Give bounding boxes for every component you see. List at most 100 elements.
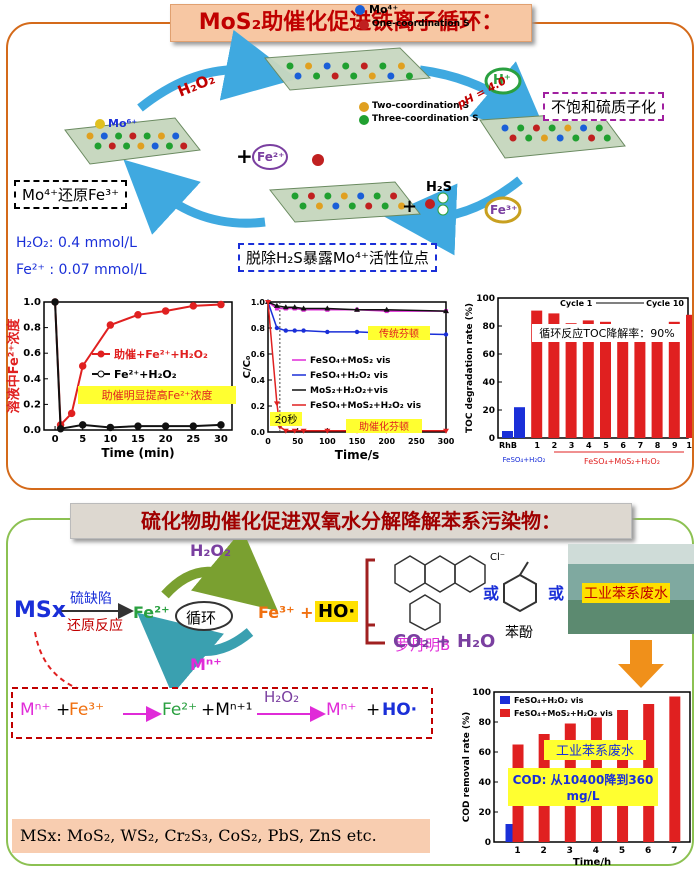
blue-bar-label: FeSO₄+H₂O₂ — [503, 456, 546, 464]
data-point — [283, 328, 288, 333]
bar — [505, 824, 517, 842]
data-point — [134, 311, 142, 319]
data-point — [217, 421, 225, 429]
to-co2-arrow — [365, 625, 385, 645]
chart4-note2-bg — [508, 768, 658, 806]
data-point — [325, 329, 330, 335]
legend-label: FeSO₄+MoS₂+H₂O₂ vis — [514, 709, 613, 718]
chart2-note-bottom-bg — [346, 419, 422, 433]
cycle-arrow-mn — [137, 612, 254, 695]
atom-dot — [580, 124, 588, 132]
y-tick-label: 80 — [478, 718, 491, 728]
chart1-note: 助催明显提高Fe²⁺浓度 — [102, 388, 213, 402]
y-tick-label: 40 — [482, 378, 495, 388]
atom-dot — [390, 192, 398, 200]
atom-dot — [307, 192, 315, 200]
mos2-sheet-left — [64, 117, 201, 165]
box-unsaturated-s: 不饱和硫质子化 — [543, 92, 665, 121]
atom-dot — [299, 202, 307, 210]
series-line — [54, 301, 221, 428]
data-point — [291, 304, 298, 310]
atom-dot — [324, 192, 332, 200]
series-line — [267, 301, 446, 432]
rhb-label: 罗丹明B — [395, 636, 451, 654]
chart4-note1-bg — [544, 740, 646, 760]
atom-dot — [368, 72, 376, 80]
fe3-cycle-label: Fe³⁺ + — [258, 603, 314, 622]
or-label-1: 或 — [483, 584, 500, 603]
legend-two-s-dot — [359, 102, 369, 112]
x-axis-label: Time (min) — [101, 446, 174, 460]
atom-dot — [291, 192, 299, 200]
chart-cod-removal: 0 20 40 60 80 100 COD removal rate (%) 1 2 3 4 5 6 7 T… — [462, 688, 691, 868]
atom-dot — [313, 72, 321, 80]
x-tick-label: 5 — [603, 441, 609, 450]
x-tick-label: 8 — [655, 441, 661, 450]
data-point — [324, 428, 331, 434]
x-tick-label: 1 — [514, 846, 520, 856]
data-point — [161, 307, 170, 315]
cycle-arrow-bottom-right — [384, 176, 523, 256]
legend-three-s-dot — [359, 115, 369, 125]
bar — [651, 326, 663, 438]
eq-plus1: + — [56, 700, 71, 720]
data-point — [443, 428, 449, 434]
y-tick-label: 0 — [485, 838, 491, 848]
atom-dot — [365, 202, 373, 210]
chart4-note2-unit: mg/L — [566, 789, 599, 803]
data-point — [292, 328, 297, 333]
legend-mo4-dot — [355, 5, 365, 15]
data-point — [134, 422, 142, 430]
phenol-label: 苯酚 — [505, 625, 533, 641]
atom-dot — [348, 202, 356, 210]
atom-dot — [603, 134, 611, 142]
data-point — [161, 422, 170, 430]
data-point — [67, 409, 76, 418]
y-tick-label: 0.2 — [23, 399, 41, 410]
data-point — [189, 422, 198, 430]
chart4-note2: COD: 从10400降到360 — [513, 772, 654, 787]
x-tick-label: 30 — [214, 434, 228, 445]
cl-label: Cl⁻ — [490, 552, 506, 563]
bar — [565, 323, 577, 438]
data-point — [265, 300, 271, 305]
y-tick-label: 1.0 — [23, 297, 41, 308]
y-tick-label: 60 — [478, 748, 491, 758]
atom-dot — [331, 72, 339, 80]
chart2-20s-bg — [270, 412, 302, 426]
y-tick-label: 100 — [476, 294, 495, 304]
fe2-cycle-label: Fe²⁺ — [133, 603, 170, 622]
x-tick-label: 7 — [671, 846, 677, 856]
legend-one-s: One-coordination S — [372, 19, 470, 29]
fe3-badge — [484, 196, 522, 224]
atom-dot — [323, 62, 331, 70]
y-axis-label: TOC degradation rate (%) — [465, 303, 475, 433]
rhodamine-structure — [394, 555, 486, 631]
eq-fe2: Fe²⁺ — [162, 700, 198, 720]
data-point — [106, 321, 115, 329]
bar — [582, 320, 594, 438]
fe2-badge — [252, 144, 288, 170]
x-tick-label: 1 — [534, 441, 540, 450]
x-tick-label: 0 — [265, 437, 271, 446]
msx-dashed-arrow — [34, 631, 114, 703]
data-point — [300, 305, 307, 311]
chart3-note-bg — [532, 324, 682, 342]
atom-dot — [397, 62, 405, 70]
bar — [600, 321, 611, 438]
eq-mn: Mⁿ⁺ — [20, 700, 51, 720]
legend-one-s-dot — [359, 20, 369, 30]
y-tick-label: 0.8 — [251, 324, 266, 333]
bar — [514, 407, 525, 438]
atom-dot — [588, 134, 596, 142]
h2s-s-atom — [425, 199, 435, 209]
atom-dot — [165, 142, 173, 150]
y-axis-label: COD removal rate (%) — [462, 712, 472, 822]
data-point — [106, 423, 115, 432]
msx-list: MSx: MoS₂, WS₂, Cr₂S₃, CoS₂, PbS, ZnS et… — [20, 826, 377, 845]
atom-dot — [108, 142, 116, 150]
x-tick-label: 5 — [619, 846, 625, 856]
atom-dot — [129, 132, 137, 140]
chart1-note-bg — [78, 386, 236, 404]
y-tick-label: 20 — [482, 406, 495, 416]
